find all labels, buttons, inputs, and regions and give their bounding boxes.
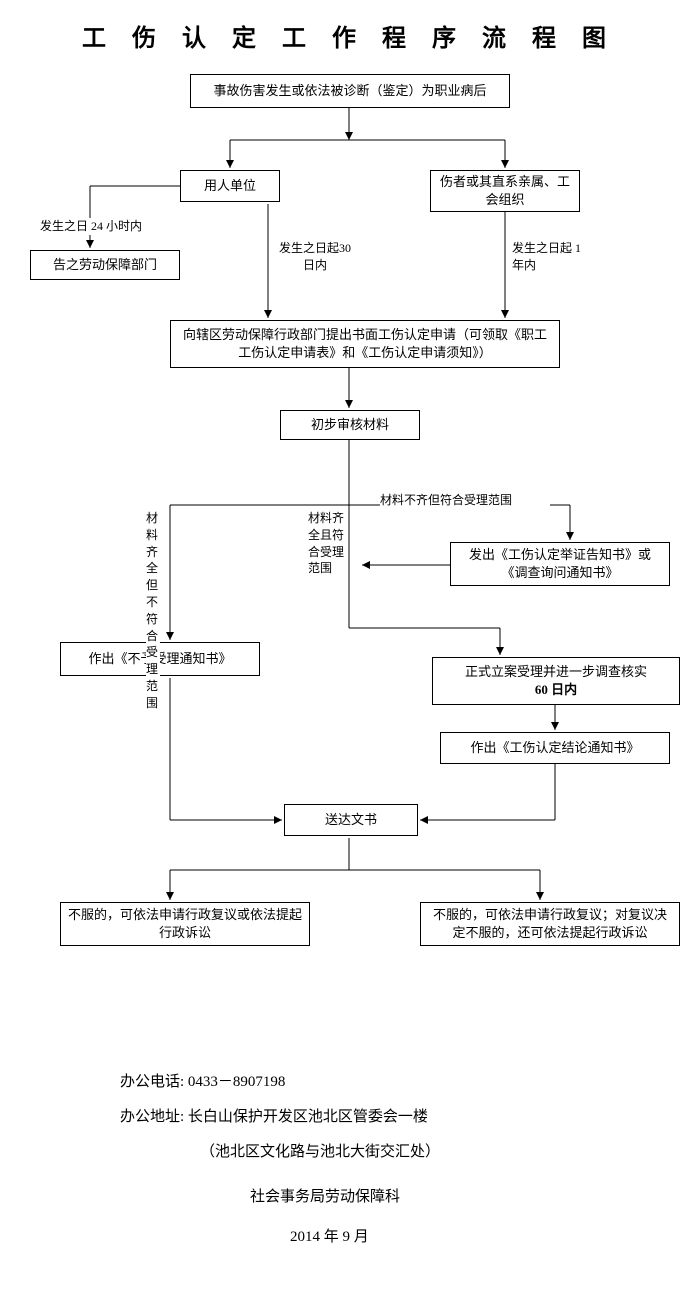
- node-appeal-right: 不服的，可依法申请行政复议；对复议决定不服的，还可依法提起行政诉讼: [420, 902, 680, 946]
- label-1y: 发生之日起 1 年内: [512, 240, 582, 274]
- label-mat-full-qual: 材料齐全且符合受理范围: [308, 510, 348, 577]
- node-notify-dept: 告之劳动保障部门: [30, 250, 180, 280]
- node-notice-evidence: 发出《工伤认定举证告知书》或《调查询问通知书》: [450, 542, 670, 586]
- node-employer: 用人单位: [180, 170, 280, 202]
- flowchart-page: 工 伤 认 定 工 作 程 序 流 程 图: [0, 0, 698, 1300]
- node-victim: 伤者或其直系亲属、工会组织: [430, 170, 580, 212]
- footer-phone: 0433－8907198: [188, 1074, 286, 1090]
- node-apply: 向辖区劳动保障行政部门提出书面工伤认定申请（可领取《职工工伤认定申请表》和《工伤…: [170, 320, 560, 368]
- footer-dept: 社会事务局劳动保障科: [250, 1189, 400, 1205]
- node-case-accept-line1: 正式立案受理并进一步调查核实: [465, 663, 647, 681]
- label-24h: 发生之日 24 小时内: [40, 218, 142, 235]
- label-mat-full-unqual: 材料齐全但不符合受理范围: [146, 510, 160, 712]
- node-case-accept-line2: 60 日内: [535, 681, 577, 699]
- node-review: 初步审核材料: [280, 410, 420, 440]
- label-30d: 发生之日起30 日内: [275, 240, 355, 274]
- node-deliver: 送达文书: [284, 804, 418, 836]
- footer-date: 2014 年 9 月: [290, 1229, 369, 1245]
- node-start: 事故伤害发生或依法被诊断（鉴定）为职业病后: [190, 74, 510, 108]
- footer-addr2: （池北区文化路与池北大街交汇处）: [200, 1144, 440, 1160]
- footer-phone-label: 办公电话:: [120, 1074, 184, 1090]
- node-case-accept: 正式立案受理并进一步调查核实 60 日内: [432, 657, 680, 705]
- node-conclusion: 作出《工伤认定结论通知书》: [440, 732, 670, 764]
- node-reject-notice: 作出《不予受理通知书》: [60, 642, 260, 676]
- footer-addr-label: 办公地址:: [120, 1109, 184, 1125]
- label-mat-missing-qual: 材料不齐但符合受理范围: [380, 492, 550, 509]
- node-appeal-left: 不服的，可依法申请行政复议或依法提起行政诉讼: [60, 902, 310, 946]
- footer-addr1: 长白山保护开发区池北区管委会一楼: [188, 1109, 428, 1125]
